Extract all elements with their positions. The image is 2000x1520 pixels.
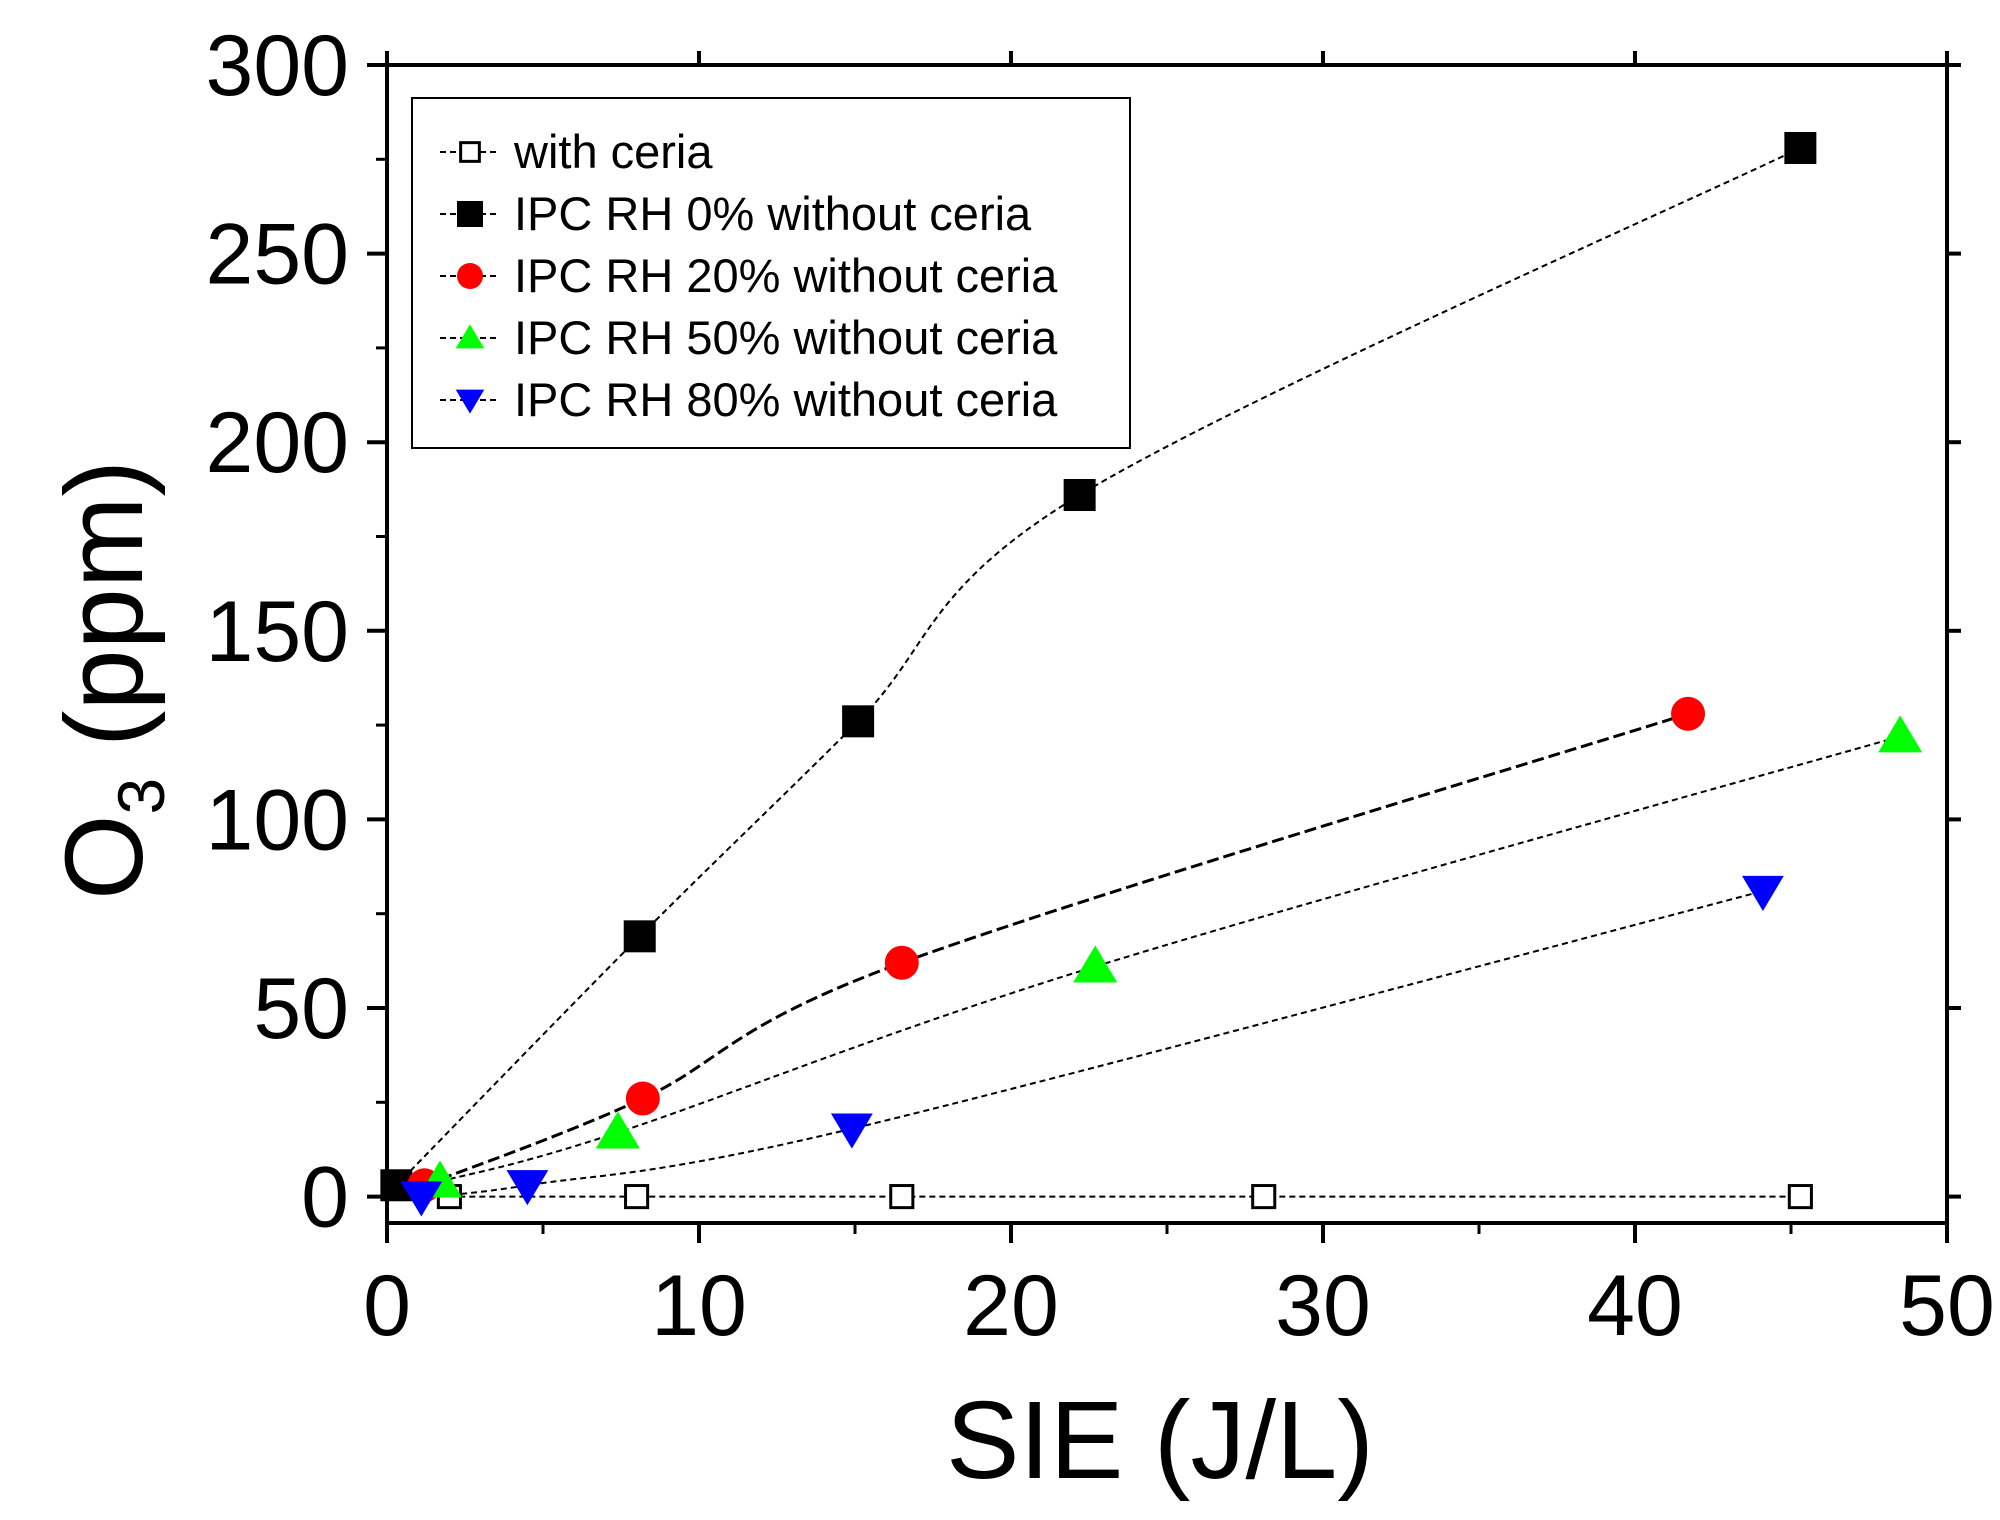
x-tick-label: 50 [1899, 1258, 1995, 1354]
y-tick-label: 250 [206, 207, 350, 303]
y-axis-title-group: O3 (ppm) [43, 460, 178, 900]
data-point [1063, 479, 1096, 512]
data-point [830, 1113, 873, 1149]
legend-marker [457, 263, 483, 289]
legend-box [411, 97, 1131, 449]
x-tick-label: 0 [363, 1258, 411, 1354]
x-axis-title: SIE (J/L) [946, 1379, 1374, 1502]
data-point [624, 1184, 650, 1210]
legend-marker [459, 141, 481, 163]
data-point [1787, 1184, 1813, 1210]
y-tick-label: 300 [206, 18, 350, 114]
data-point [884, 945, 919, 980]
data-point [506, 1170, 549, 1206]
y-tick-label: 200 [206, 395, 350, 491]
data-point [1784, 131, 1817, 164]
legend-label: IPC RH 80% without ceria [514, 373, 1058, 426]
legend-label: IPC RH 0% without ceria [514, 187, 1032, 240]
y-axis-title: O3 (ppm) [43, 460, 178, 900]
series-line-4 [421, 890, 1764, 1198]
data-point [625, 1081, 660, 1116]
data-point [889, 1184, 915, 1210]
y-axis-title-rest: (ppm) [43, 460, 166, 778]
legend-marker [455, 389, 485, 414]
y-tick-label: 50 [253, 961, 349, 1057]
data-point [1251, 1184, 1277, 1210]
data-point [1073, 945, 1118, 983]
fit-lines [395, 147, 1901, 1198]
x-tick-label: 40 [1587, 1258, 1683, 1354]
y-tick-label: 0 [301, 1150, 349, 1246]
data-point [1878, 715, 1923, 753]
data-point [400, 1181, 443, 1217]
x-tick-label: 10 [651, 1258, 747, 1354]
data-point [842, 705, 875, 738]
legend-label: with ceria [513, 125, 713, 178]
y-tick-label: 100 [206, 772, 350, 868]
series-line-1 [395, 147, 1801, 1186]
x-tick-label: 20 [963, 1258, 1059, 1354]
series-line-3 [439, 735, 1901, 1183]
y-tick-label: 150 [206, 584, 350, 680]
data-point [595, 1111, 640, 1149]
legend-label: IPC RH 50% without ceria [514, 311, 1058, 364]
x-tick-label: 30 [1275, 1258, 1371, 1354]
axes: 0 10 20 30 40 50 0 50 100 150 200 250 300 [206, 18, 1995, 1354]
data-markers [380, 131, 1923, 1217]
legend-marker [457, 201, 483, 227]
data-point [623, 920, 656, 953]
y-axis-title-subscript: 3 [104, 778, 178, 815]
legend: with ceria IPC RH 0% without ceria IPC RH … [411, 97, 1131, 449]
data-point [1671, 696, 1706, 731]
series-line-2 [423, 712, 1689, 1187]
data-point [1742, 875, 1784, 912]
y-axis-title-main: O [43, 814, 166, 900]
legend-label: IPC RH 20% without ceria [514, 249, 1058, 302]
legend-marker [455, 324, 485, 349]
